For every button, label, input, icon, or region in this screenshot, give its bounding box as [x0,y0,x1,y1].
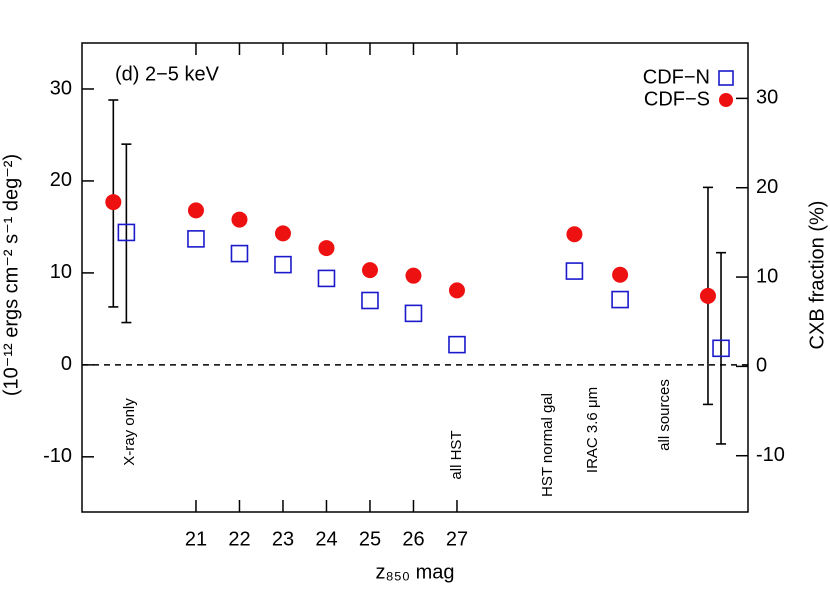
legend-label: CDF−N [643,66,710,88]
data-point [404,304,423,323]
data-point [317,269,336,288]
y-tick-label: -10 [43,445,72,467]
data-point [611,290,629,309]
y2-tick-label: 0 [756,355,767,377]
y-tick-label: 10 [50,261,72,283]
y2-tick-label: 30 [756,87,778,109]
y2-axis-label: CXB fraction (%) [806,201,828,350]
data-point [187,230,205,248]
annotation: HST normal gal [539,393,556,497]
legend-label: CDF−S [644,88,710,110]
data-point [105,194,122,211]
data-point [699,287,716,304]
annotation: all HST [448,430,465,479]
data-point [230,244,249,263]
x-axis-label: z₈₅₀ mag [375,561,454,583]
x-tick-label: 21 [185,528,207,550]
annotation: all sources [656,379,673,451]
annotation: IRAC 3.6 μm [584,387,601,473]
data-point [274,225,291,242]
data-point [318,240,335,257]
y-axis-label: (10⁻¹² ergs cm⁻² s⁻¹ deg⁻²) [0,154,22,396]
x-tick-label: 24 [315,528,337,550]
data-point [405,267,422,284]
x-tick-label: 22 [228,528,250,550]
y-tick-label: 20 [50,169,72,191]
data-point [612,266,629,283]
data-point [361,291,379,310]
data-point [361,262,378,279]
y-tick-label: 30 [50,77,72,99]
data-point [117,223,136,242]
y2-tick-label: 10 [756,265,778,287]
data-point [566,226,583,243]
data-point [231,211,248,228]
x-tick-label: 25 [359,528,381,550]
data-point [448,335,466,354]
annotation: X-ray only [121,398,138,466]
legend-marker [718,70,734,86]
data-point [274,255,292,274]
panel-label: (d) 2−5 keV [115,63,220,85]
y2-tick-label: -10 [756,444,785,466]
x-tick-label: 27 [446,528,468,550]
data-point [448,282,465,299]
y2-tick-label: 20 [756,176,778,198]
x-tick-label: 23 [272,528,294,550]
data-point [187,202,204,219]
data-point [712,339,730,358]
y-tick-label: 0 [61,353,72,375]
legend-marker [719,93,733,107]
data-point [565,262,584,280]
x-tick-label: 26 [402,528,424,550]
